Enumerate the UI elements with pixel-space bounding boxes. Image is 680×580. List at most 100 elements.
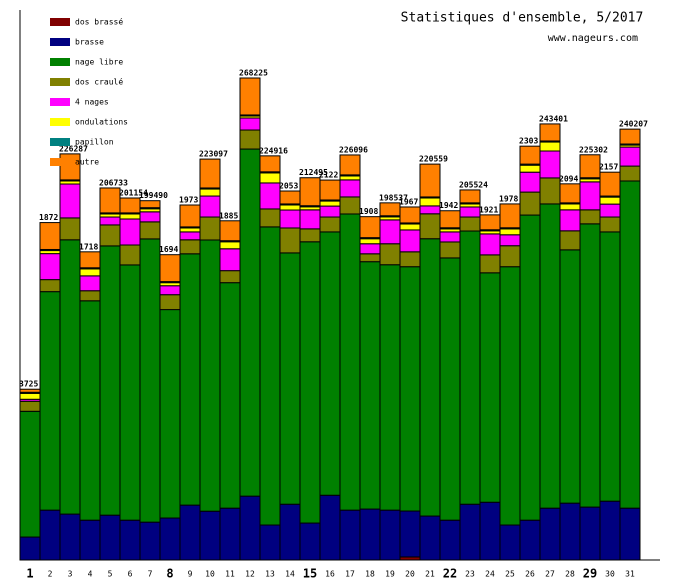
bar-segment [39,509,61,561]
bar-segment [419,213,441,240]
bar-segment [299,228,321,243]
total-label: 1908 [359,207,378,216]
total-label: 1885 [219,211,238,220]
legend-swatch [50,118,70,126]
x-tick-label: 29 [583,567,597,580]
total-label: 243401 [539,114,568,123]
bar-segment [419,205,441,215]
bar-segment [119,244,141,266]
bar-segment [539,203,561,509]
bar-segment [299,522,321,561]
bar-segment [559,183,581,204]
bar-segment [59,239,81,515]
x-tick-label: 4 [88,570,93,579]
bar-segment [479,214,501,231]
total-label: 225302 [579,145,608,154]
bar-segment [239,77,261,116]
bar-segment [39,253,61,281]
bar-segment [459,216,481,232]
legend-label: 4 nages [75,98,109,107]
bar-segment [499,266,521,526]
bar-segment [519,171,541,193]
total-label: 206733 [99,178,128,187]
bar-segment [259,182,281,210]
bar-segment [359,243,381,255]
bar-segment [279,209,301,229]
bar-segment [279,252,301,505]
bar-segment [319,179,341,201]
total-label: 3725 [19,380,38,389]
total-label: 2303 [519,137,538,146]
x-tick-label: 1 [26,567,33,580]
bar-segment [119,264,141,521]
bar-segment [359,216,381,239]
total-label: 1942 [439,201,458,210]
bar-segment [279,204,301,211]
bar-segment [259,155,281,173]
bar-segment [559,209,581,232]
bar-segment [359,508,381,561]
bar-segment [219,282,241,509]
x-tick-label: 30 [605,570,615,579]
bar-segment [419,515,441,561]
bar-segment [239,129,261,150]
bar-segment [99,187,121,214]
bar-segment [99,245,121,516]
total-label: 1978 [499,194,518,203]
bar-segment [259,172,281,184]
x-tick-label: 11 [225,570,235,579]
x-tick-label: 3 [68,570,73,579]
bar-segment [39,279,61,293]
bar-segment [479,272,501,503]
total-label: 212495 [299,168,328,177]
bar-segment [79,275,101,292]
x-tick-label: 16 [325,570,335,579]
bar-segment [559,230,581,251]
bar-segment [379,243,401,266]
bar-segment [139,238,161,523]
bar-segment [259,226,281,526]
bar-segment [199,195,221,218]
bar-segment [359,253,381,263]
total-label: 205524 [459,180,488,189]
bar-segment [259,208,281,228]
bar-segment [339,196,361,215]
bar-segment [539,177,561,205]
x-tick-label: 6 [128,570,133,579]
total-label: 2094 [559,174,578,183]
bar-segment [399,510,421,558]
bar-segment [179,239,201,255]
total-label: 198537 [379,193,408,202]
bar-segment [19,388,41,393]
chart-subtitle: www.nageurs.com [548,33,638,44]
bar-segment [139,200,161,209]
bar-segment [439,519,461,561]
bar-segment [339,213,361,511]
bar-segment [79,290,101,302]
bar-segment [159,294,181,311]
bar-segment [259,524,281,561]
x-tick-label: 22 [443,567,457,580]
bar-segment [319,231,341,496]
total-label: 201154 [119,189,148,198]
total-label: 2122 [319,171,338,180]
bar-segment [299,209,321,230]
bar-segment [379,202,401,217]
x-tick-label: 28 [565,570,575,579]
bar-segment [619,507,641,561]
x-tick-label: 5 [108,570,113,579]
bar-segment [519,191,541,216]
x-tick-label: 25 [505,570,515,579]
bar-segment [219,270,241,284]
total-label: 224916 [259,146,288,155]
bar-segment [439,241,461,259]
bar-segment [239,117,261,131]
bar-segment [619,146,641,167]
bar-segment [599,216,621,233]
bar-segment [499,234,521,247]
bar-segment [159,517,181,561]
x-tick-label: 24 [485,570,495,579]
bar-segment [119,213,141,220]
total-label: 240207 [619,120,648,129]
bar-segment [279,227,301,254]
